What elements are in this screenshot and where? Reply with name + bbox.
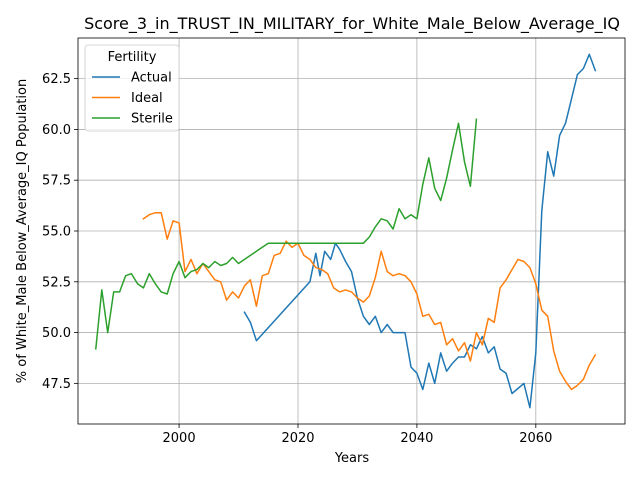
- series-layer: [94, 53, 597, 409]
- y-tick-label: 52.5: [42, 275, 71, 290]
- legend-entries: Actual Ideal Sterile: [92, 71, 173, 127]
- y-tick-label: 50.0: [42, 326, 71, 341]
- x-tick-label: 2060: [519, 431, 552, 446]
- legend-box: [84, 44, 180, 132]
- legend: Fertility Actual Ideal Sterile: [84, 44, 180, 132]
- legend-label-ideal: Ideal: [131, 91, 163, 106]
- chart-title: Score_3_in_TRUST_IN_MILITARY_for_White_M…: [84, 14, 620, 34]
- y-tick-label: 55.0: [42, 225, 71, 240]
- y-tick-label: 62.5: [42, 72, 71, 87]
- series-line-sterile: [94, 118, 478, 350]
- legend-title: Fertility: [108, 50, 157, 65]
- y-tick-label: 47.5: [42, 377, 71, 392]
- x-axis-label: Years: [334, 451, 370, 466]
- x-tick-label: 2000: [163, 431, 196, 446]
- y-tick-label: 57.5: [42, 174, 71, 189]
- axis-ticks: 2000 2020 2040 2060 47.5 50.0 52.5 55.0 57.5 60.0…: [42, 72, 552, 446]
- legend-label-sterile: Sterile: [131, 112, 173, 127]
- y-tick-label: 60.0: [42, 123, 71, 138]
- legend-label-actual: Actual: [131, 71, 172, 86]
- series-line-actual: [243, 53, 597, 409]
- x-tick-label: 2020: [281, 431, 314, 446]
- x-tick-label: 2040: [400, 431, 433, 446]
- series-line-ideal: [142, 211, 597, 391]
- y-axis-label: % of White_Male Below_Average_IQ Populat…: [15, 79, 30, 383]
